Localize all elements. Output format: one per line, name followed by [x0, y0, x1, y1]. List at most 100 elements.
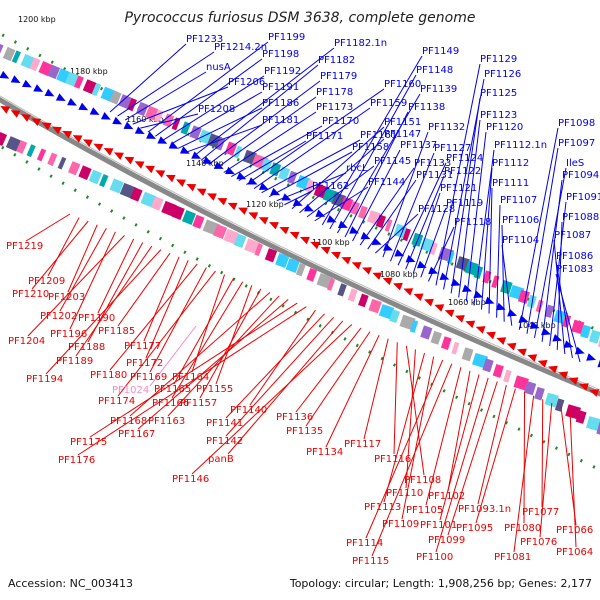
reverse-gene-label[interactable]: PF1105	[406, 505, 443, 516]
forward-gene-label[interactable]: PF1083	[556, 264, 593, 275]
forward-gene-label[interactable]: PF1112	[492, 158, 529, 169]
reverse-gene-label[interactable]: PF1194	[26, 374, 63, 385]
forward-gene-label[interactable]: PF1158	[352, 142, 389, 153]
forward-gene-label[interactable]: PF1127	[434, 143, 471, 154]
reverse-gene-label[interactable]: PF1175	[70, 437, 107, 448]
forward-gene-label[interactable]: PF1192	[264, 66, 301, 77]
forward-gene-label[interactable]: PF1120	[486, 122, 523, 133]
forward-gene-label[interactable]: PF1104	[502, 235, 539, 246]
reverse-gene-label[interactable]: panB	[208, 454, 234, 465]
forward-gene-label[interactable]: PF1178	[316, 87, 353, 98]
reverse-gene-label[interactable]: PF1109	[382, 519, 419, 530]
reverse-gene-label[interactable]: PF1185	[98, 326, 135, 337]
reverse-gene-label[interactable]: PF1142	[206, 436, 243, 447]
forward-gene-label[interactable]: PF1124	[446, 153, 483, 164]
forward-gene-label[interactable]: PF1173	[316, 102, 353, 113]
reverse-gene-label[interactable]: PF1157	[180, 398, 217, 409]
reverse-gene-label[interactable]: PF1136	[276, 412, 313, 423]
reverse-gene-label[interactable]: PF1189	[56, 356, 93, 367]
forward-gene-label[interactable]: PF1162	[312, 181, 349, 192]
forward-gene-label[interactable]: PF1119	[446, 198, 483, 209]
reverse-gene-label[interactable]: PF1177	[124, 341, 161, 352]
reverse-gene-label[interactable]: PF1190	[78, 313, 115, 324]
highlighted-gene-label[interactable]: PF1024	[112, 385, 149, 396]
reverse-gene-label[interactable]: PF1110	[386, 488, 423, 499]
forward-gene-label[interactable]: PF1171	[306, 131, 343, 142]
reverse-gene-label[interactable]: PF1219	[6, 241, 43, 252]
forward-gene-label[interactable]: PF1161	[360, 130, 397, 141]
forward-gene-label[interactable]: PF1147	[384, 129, 421, 140]
forward-gene-label[interactable]: PF1131	[416, 170, 453, 181]
forward-gene-label[interactable]: PF1198	[262, 49, 299, 60]
forward-gene-label[interactable]: PF1179	[320, 71, 357, 82]
reverse-gene-label[interactable]: PF1066	[556, 525, 593, 536]
forward-gene-label[interactable]: PF1186	[262, 98, 299, 109]
forward-gene-label[interactable]: PF1121	[440, 183, 477, 194]
reverse-gene-label[interactable]: PF1135	[286, 426, 323, 437]
reverse-gene-label[interactable]: PF1204	[8, 336, 45, 347]
forward-gene-label[interactable]: PF1151	[384, 117, 421, 128]
forward-gene-label[interactable]: PF1118	[454, 217, 491, 228]
forward-gene-label[interactable]: PF1098	[558, 118, 595, 129]
reverse-gene-label[interactable]: PF1099	[428, 535, 465, 546]
forward-gene-label[interactable]: PF1182	[318, 55, 355, 66]
reverse-gene-label[interactable]: PF1164	[172, 372, 209, 383]
reverse-gene-label[interactable]: PF1102	[428, 491, 465, 502]
forward-gene-label[interactable]: PF1107	[500, 195, 537, 206]
reverse-gene-label[interactable]: PF1116	[374, 454, 411, 465]
forward-gene-label[interactable]: PF1159	[370, 98, 407, 109]
reverse-gene-label[interactable]: PF1180	[90, 370, 127, 381]
reverse-gene-label[interactable]: PF1141	[206, 418, 243, 429]
forward-gene-label[interactable]: PF1128	[418, 204, 455, 215]
forward-gene-label[interactable]: PF1149	[422, 46, 459, 57]
forward-gene-label[interactable]: rbcL	[346, 163, 368, 174]
forward-gene-label[interactable]: PF1112.1n	[494, 140, 547, 151]
reverse-gene-label[interactable]: PF1165	[154, 384, 191, 395]
forward-gene-label[interactable]: PF1132	[428, 122, 465, 133]
reverse-gene-label[interactable]: PF1100	[416, 552, 453, 563]
forward-gene-label[interactable]: PF1111	[492, 178, 529, 189]
forward-gene-label[interactable]: PF1088	[562, 212, 599, 223]
forward-gene-label[interactable]: nusA	[206, 62, 231, 73]
reverse-gene-label[interactable]: PF1168	[110, 416, 147, 427]
forward-gene-label[interactable]: PF1214.2n	[214, 42, 267, 53]
forward-gene-label[interactable]: PF1206	[228, 77, 265, 88]
forward-gene-label[interactable]: PF1133	[414, 158, 451, 169]
forward-gene-label[interactable]: PF1208	[198, 104, 235, 115]
reverse-gene-label[interactable]: PF1188	[68, 342, 105, 353]
forward-gene-label[interactable]: PF1170	[322, 116, 359, 127]
reverse-gene-label[interactable]: PF1076	[520, 537, 557, 548]
forward-gene-label[interactable]: PF1129	[480, 54, 517, 65]
reverse-gene-label[interactable]: PF1172	[126, 358, 163, 369]
forward-gene-label[interactable]: PF1139	[420, 84, 457, 95]
reverse-gene-label[interactable]: PF1115	[352, 556, 389, 567]
forward-gene-label[interactable]: PF1087	[554, 230, 591, 241]
reverse-gene-label[interactable]: PF1080	[504, 523, 541, 534]
reverse-gene-label[interactable]: PF1176	[58, 455, 95, 466]
reverse-gene-label[interactable]: PF1134	[306, 447, 343, 458]
forward-gene-label[interactable]: PF1181	[262, 115, 299, 126]
forward-gene-label[interactable]: IleS	[566, 158, 584, 169]
forward-gene-label[interactable]: PF1137	[400, 140, 437, 151]
reverse-gene-label[interactable]: PF1166	[152, 398, 189, 409]
forward-gene-label[interactable]: PF1138	[408, 102, 445, 113]
reverse-gene-label[interactable]: PF1140	[230, 405, 267, 416]
forward-gene-label[interactable]: PF1094	[562, 170, 599, 181]
reverse-gene-label[interactable]: PF1210	[12, 289, 49, 300]
forward-gene-label[interactable]: PF1233	[186, 34, 223, 45]
forward-gene-label[interactable]: PF1199	[268, 32, 305, 43]
forward-gene-label[interactable]: PF1145	[374, 156, 411, 167]
forward-gene-label[interactable]: PF1097	[558, 138, 595, 149]
forward-gene-label[interactable]: PF1160	[384, 79, 421, 90]
reverse-gene-label[interactable]: PF1202	[40, 311, 77, 322]
reverse-gene-label[interactable]: PF1064	[556, 547, 593, 558]
reverse-gene-label[interactable]: PF1077	[522, 507, 559, 518]
reverse-gene-label[interactable]: PF1209	[28, 276, 65, 287]
reverse-gene-label[interactable]: PF1203	[48, 292, 85, 303]
forward-gene-label[interactable]: PF1123	[480, 110, 517, 121]
reverse-gene-label[interactable]: PF1196	[50, 329, 87, 340]
reverse-gene-label[interactable]: PF1169	[130, 372, 167, 383]
forward-gene-label[interactable]: PF1091	[566, 192, 600, 203]
reverse-gene-label[interactable]: PF1081	[494, 552, 531, 563]
forward-gene-label[interactable]: PF1126	[484, 69, 521, 80]
